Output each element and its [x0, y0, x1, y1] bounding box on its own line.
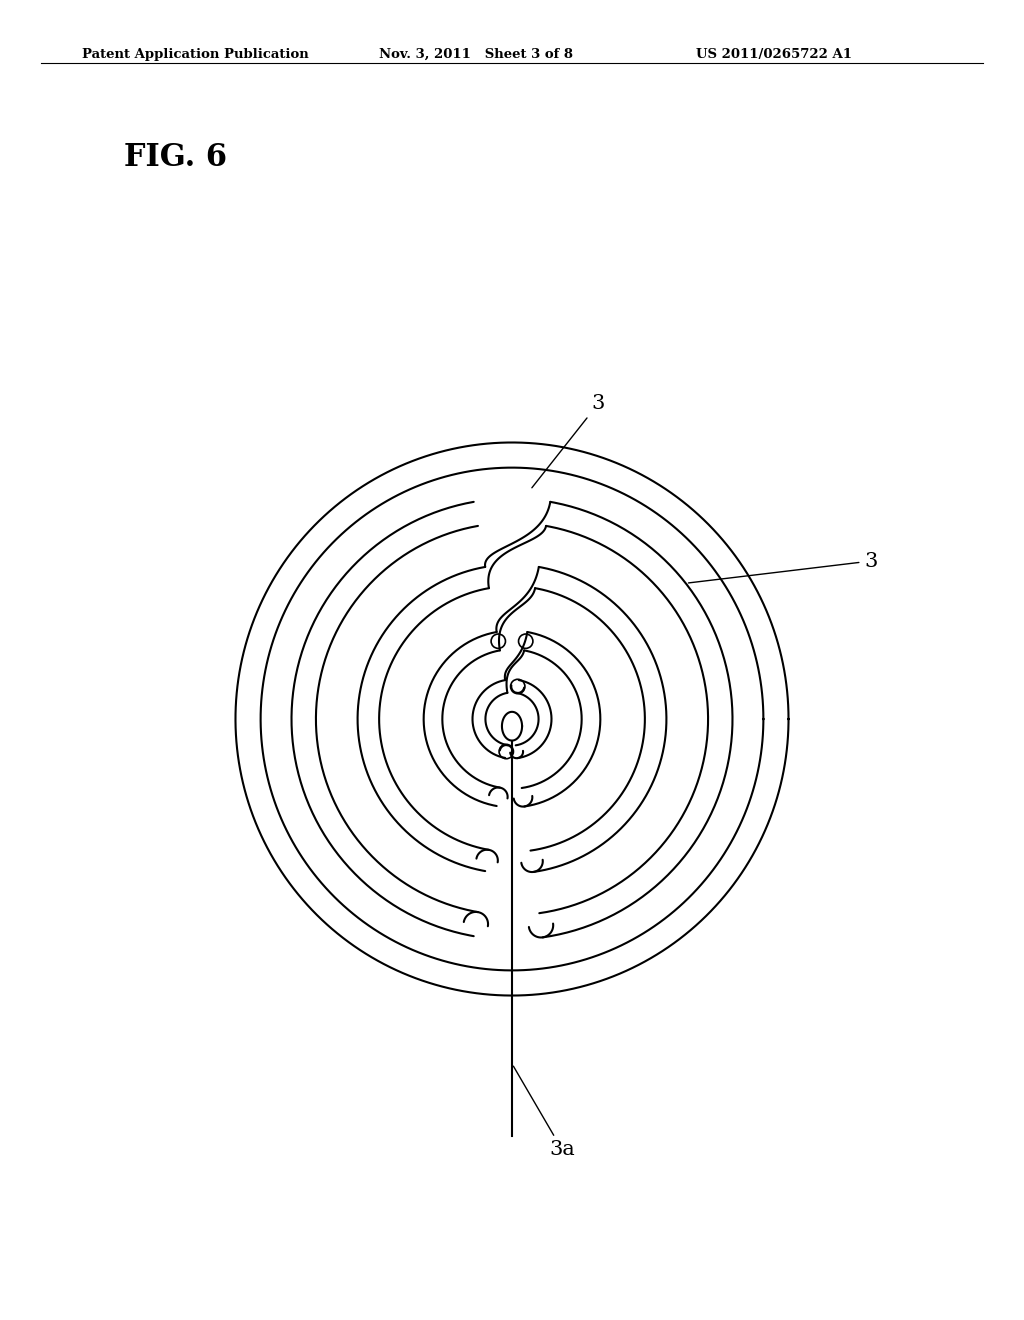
Text: Patent Application Publication: Patent Application Publication	[82, 48, 308, 61]
Text: 3: 3	[688, 552, 878, 583]
Text: 3a: 3a	[513, 1067, 575, 1159]
Text: 3: 3	[531, 395, 605, 488]
Text: Nov. 3, 2011   Sheet 3 of 8: Nov. 3, 2011 Sheet 3 of 8	[379, 48, 572, 61]
Text: FIG. 6: FIG. 6	[124, 143, 227, 173]
Text: US 2011/0265722 A1: US 2011/0265722 A1	[696, 48, 852, 61]
